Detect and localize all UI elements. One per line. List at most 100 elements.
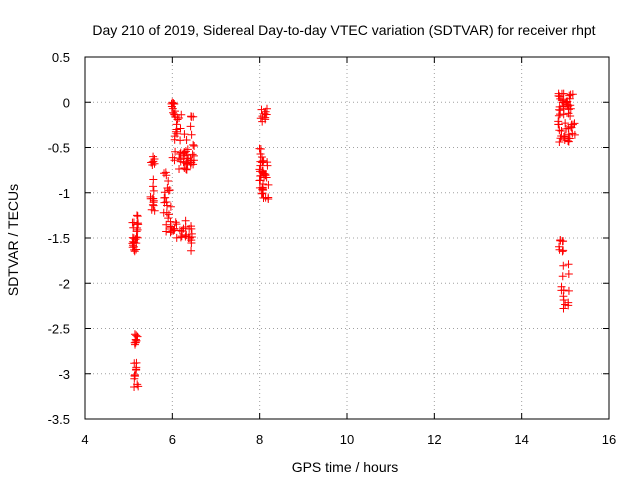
y-tick-label: -1	[58, 186, 70, 201]
data-point	[182, 151, 191, 160]
data-point	[175, 154, 184, 163]
data-points	[128, 89, 579, 392]
data-point	[264, 193, 273, 202]
data-point	[150, 155, 159, 164]
data-point	[161, 168, 170, 177]
data-point	[187, 246, 196, 255]
data-point	[130, 330, 139, 339]
data-point	[176, 136, 185, 145]
data-point	[149, 182, 158, 191]
x-tick-label: 16	[602, 432, 616, 447]
data-point	[556, 134, 565, 143]
data-point	[172, 125, 181, 134]
data-point	[167, 102, 176, 111]
data-point	[171, 218, 180, 227]
data-point	[187, 112, 196, 121]
y-tick-label: -3	[58, 367, 70, 382]
data-point	[134, 382, 143, 391]
data-point	[162, 220, 171, 229]
data-point	[561, 119, 570, 128]
data-point	[567, 120, 576, 129]
data-point	[257, 189, 266, 198]
data-point	[188, 150, 197, 159]
data-point	[172, 220, 181, 229]
data-point	[131, 340, 140, 349]
grid-lines	[85, 57, 609, 419]
data-point	[564, 109, 573, 118]
data-point	[256, 150, 265, 159]
data-point	[555, 242, 564, 251]
data-point	[130, 359, 139, 368]
data-point	[255, 176, 264, 185]
data-point	[559, 133, 568, 142]
data-point	[562, 98, 571, 107]
data-point	[559, 295, 568, 304]
data-point	[175, 164, 184, 173]
data-point	[162, 197, 171, 206]
data-point	[132, 331, 141, 340]
x-tick-label: 8	[256, 432, 263, 447]
data-point	[169, 99, 178, 108]
data-point	[129, 218, 138, 227]
data-point	[559, 246, 568, 255]
data-point	[558, 272, 567, 281]
data-point	[257, 105, 266, 114]
data-point	[173, 115, 182, 124]
data-point	[170, 224, 179, 233]
x-tick-label: 12	[427, 432, 441, 447]
y-axis-label: SDTVAR / TECUs	[5, 184, 21, 296]
data-point	[564, 286, 573, 295]
y-tick-label: 0	[63, 95, 70, 110]
data-point	[179, 158, 188, 167]
data-point	[185, 224, 194, 233]
x-tick-label: 10	[340, 432, 354, 447]
data-point	[256, 114, 265, 123]
data-point	[258, 158, 267, 167]
x-tick-label: 4	[81, 432, 88, 447]
data-point	[164, 186, 173, 195]
data-point	[564, 269, 573, 278]
data-point	[556, 236, 565, 245]
y-tick-labels: 0.5 0 -0.5 -1 -1.5 -2 -2.5 -3 -3.5	[48, 50, 70, 427]
data-point	[185, 233, 194, 242]
data-point	[262, 173, 271, 182]
data-point	[187, 229, 196, 238]
y-tick-label: -2	[58, 276, 70, 291]
chart-title: Day 210 of 2019, Sidereal Day-to-day VTE…	[92, 22, 595, 38]
data-point	[182, 165, 191, 174]
data-point	[562, 124, 571, 133]
x-axis-label: GPS time / hours	[292, 459, 399, 475]
y-tick-label: -3.5	[48, 412, 70, 427]
data-point	[182, 165, 191, 174]
data-point	[561, 300, 570, 309]
data-point	[559, 110, 568, 119]
y-tick-label: -1.5	[48, 231, 70, 246]
data-point	[258, 166, 267, 175]
data-point	[149, 194, 158, 203]
data-point	[564, 260, 573, 269]
data-point	[164, 176, 173, 185]
data-point	[555, 105, 564, 114]
data-point	[159, 208, 168, 217]
data-point	[176, 124, 185, 133]
data-point	[129, 237, 138, 246]
data-point	[130, 238, 139, 247]
data-point	[130, 247, 139, 256]
data-point	[557, 96, 566, 105]
data-point	[261, 107, 270, 116]
data-point	[132, 245, 141, 254]
data-point	[264, 180, 273, 189]
x-tick-label: 6	[169, 432, 176, 447]
data-point	[133, 225, 142, 234]
data-point	[557, 282, 566, 291]
x-tick-labels: 4 6 8 10 12 14 16	[81, 432, 616, 447]
data-point	[161, 193, 170, 202]
data-point	[164, 210, 173, 219]
data-point	[560, 132, 569, 141]
data-point	[566, 104, 575, 113]
data-point	[558, 247, 567, 256]
data-point	[259, 186, 268, 195]
data-point	[170, 132, 179, 141]
data-point	[183, 145, 192, 154]
data-point	[178, 227, 187, 236]
